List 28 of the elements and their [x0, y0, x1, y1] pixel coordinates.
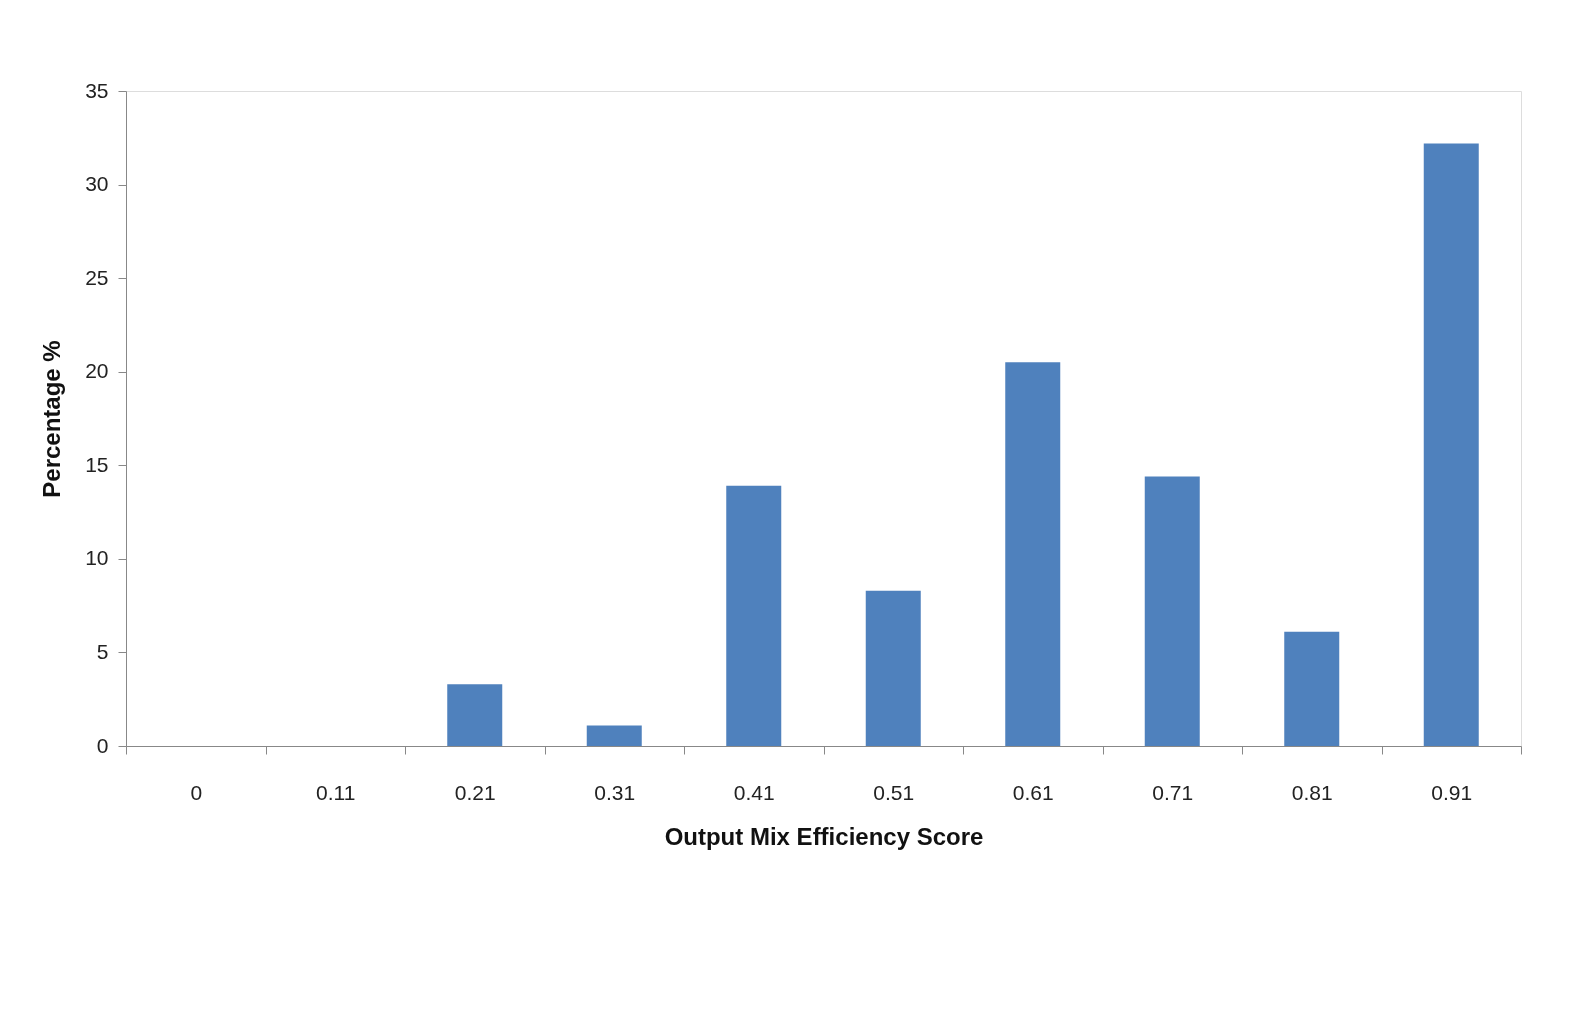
- x-tick-label: 0: [190, 780, 203, 804]
- y-tick-label: 25: [85, 265, 109, 289]
- bar: [447, 684, 503, 746]
- x-tick-label: 0.21: [454, 780, 496, 804]
- x-tick-label: 0.81: [1291, 780, 1333, 804]
- x-tick-label: 0.71: [1152, 780, 1194, 804]
- bar: [1284, 631, 1340, 746]
- bar: [1144, 476, 1200, 746]
- x-tick-label: 0.51: [873, 780, 915, 804]
- x-tick-label: 0.61: [1012, 780, 1054, 804]
- y-tick-label: 20: [85, 359, 109, 383]
- y-tick-label: 5: [96, 639, 109, 663]
- bar: [726, 485, 782, 746]
- bar: [865, 590, 921, 746]
- x-tick-label: 0.91: [1431, 780, 1473, 804]
- x-tick-label: 0.41: [733, 780, 775, 804]
- x-tick-label: 0.31: [594, 780, 636, 804]
- y-tick-label: 30: [85, 172, 109, 196]
- y-axis-title: Percentage %: [38, 340, 66, 498]
- bar: [1005, 362, 1061, 746]
- y-tick-label: 15: [85, 452, 109, 476]
- bar: [586, 725, 642, 746]
- y-tick-label: 0: [96, 733, 109, 757]
- x-axis-title: Output Mix Efficiency Score: [664, 822, 984, 850]
- y-tick-label: 35: [85, 78, 109, 102]
- bar: [1423, 143, 1479, 746]
- x-tick-label: 0.11: [316, 780, 356, 804]
- y-tick-label: 10: [85, 546, 109, 570]
